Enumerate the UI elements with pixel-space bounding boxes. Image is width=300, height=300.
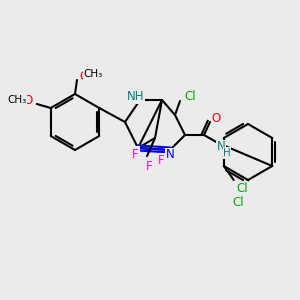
Text: F: F bbox=[146, 160, 152, 172]
Text: O: O bbox=[80, 70, 88, 83]
Text: O: O bbox=[212, 112, 220, 125]
Text: CH₃: CH₃ bbox=[7, 95, 26, 105]
Text: O: O bbox=[23, 94, 32, 106]
Text: F: F bbox=[158, 154, 164, 166]
Text: N: N bbox=[130, 146, 140, 160]
Text: F: F bbox=[132, 148, 138, 160]
Text: H: H bbox=[223, 148, 231, 158]
Text: CH₃: CH₃ bbox=[83, 69, 103, 79]
Text: Cl: Cl bbox=[236, 182, 248, 194]
Text: N: N bbox=[166, 148, 174, 161]
Text: N: N bbox=[217, 140, 225, 154]
Text: NH: NH bbox=[127, 91, 145, 103]
Text: Cl: Cl bbox=[184, 89, 196, 103]
Text: Cl: Cl bbox=[232, 196, 244, 208]
